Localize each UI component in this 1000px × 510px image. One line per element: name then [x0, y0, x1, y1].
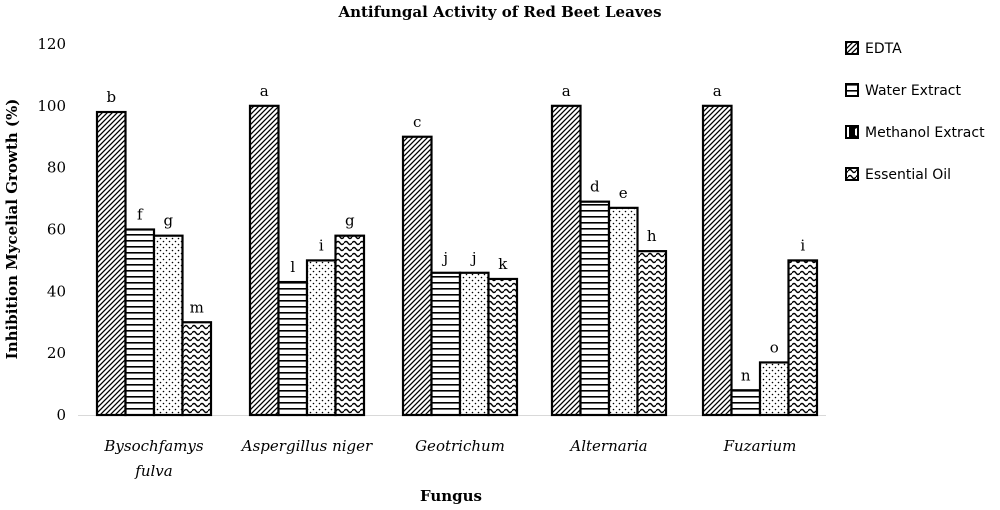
y-axis-title: Inhibition Mycelial Growth (%)	[3, 99, 21, 360]
bar-essential-oil	[487, 277, 519, 417]
category-label: Bysochfamys	[103, 437, 203, 455]
category-label: Fuzarium	[723, 437, 797, 455]
bar-letter: j	[441, 249, 448, 267]
bar-essential-oil	[334, 234, 366, 417]
x-axis-title: Fungus	[420, 487, 482, 505]
legend-label-methanol-extract: Methanol Extract	[865, 125, 985, 141]
bar-edta	[701, 104, 733, 417]
bar-letter: g	[163, 212, 173, 230]
bar-letter: a	[713, 82, 722, 100]
category-label: Alternaria	[568, 437, 647, 455]
bar-letter: g	[345, 212, 355, 230]
bar-water-extract	[430, 271, 462, 417]
bar-letter: a	[562, 82, 571, 100]
bar-letter: j	[470, 249, 477, 267]
bar-edta	[550, 104, 582, 417]
bar-letter: o	[770, 338, 779, 356]
bar-water-extract	[730, 389, 762, 417]
bar-letter: h	[647, 227, 657, 245]
bar-letter: i	[800, 236, 805, 254]
chart-title: Antifungal Activity of Red Beet Leaves	[337, 3, 661, 21]
bar-letter: k	[498, 255, 508, 273]
legend-swatch-methanol-extract	[845, 125, 859, 139]
bar-water-extract	[579, 200, 611, 417]
y-axis-ticks: 0 20 40 60 80 100 120	[37, 35, 66, 424]
bar-water-extract	[277, 280, 309, 417]
bar-methanol-extract	[458, 271, 490, 417]
bar-edta	[401, 135, 433, 417]
x-axis-categories: Bysochfamys fulva Aspergillus niger Geotric…	[103, 437, 796, 480]
significance-letters: b a c a a f l j d n g i j e o m g k h i	[106, 82, 805, 384]
legend-label-edta: EDTA	[865, 41, 902, 57]
y-tick-label: 0	[56, 406, 66, 424]
bar-essential-oil	[636, 250, 668, 417]
bar-methanol-extract	[607, 206, 639, 417]
y-tick-label: 60	[47, 221, 66, 239]
bar-letter: f	[137, 206, 144, 224]
bar-water-extract	[124, 228, 156, 417]
bar-letter: e	[619, 184, 628, 202]
bar-letter: c	[413, 113, 421, 131]
y-tick-label: 120	[37, 35, 66, 53]
legend-label-essential-oil: Essential Oil	[865, 167, 951, 183]
bar-letter: i	[319, 236, 324, 254]
bar-essential-oil	[787, 259, 819, 417]
bar-letter: a	[260, 82, 269, 100]
category-label: Aspergillus niger	[240, 437, 373, 455]
category-label: fulva	[134, 462, 172, 480]
bars	[95, 104, 819, 417]
legend-swatch-water-extract	[845, 83, 859, 97]
legend-swatch-essential-oil	[845, 167, 859, 181]
bar-letter: n	[741, 366, 751, 384]
legend: EDTA Water Extract Methanol Extract Essenti…	[845, 41, 985, 183]
y-tick-label: 80	[47, 159, 66, 177]
bar-edta	[248, 104, 280, 417]
bar-essential-oil	[181, 321, 213, 417]
legend-label-water-extract: Water Extract	[865, 83, 961, 99]
bar-methanol-extract	[152, 234, 184, 417]
bar-methanol-extract	[758, 361, 790, 417]
y-tick-label: 100	[37, 97, 66, 115]
bar-letter: b	[106, 88, 116, 106]
category-label: Geotrichum	[415, 437, 505, 455]
bar-letter: m	[190, 298, 204, 316]
y-tick-label: 20	[47, 344, 66, 362]
legend-swatch-edta	[845, 41, 859, 55]
bar-letter: l	[290, 258, 295, 276]
bar-letter: d	[590, 178, 600, 196]
bar-edta	[95, 110, 127, 417]
bar-methanol-extract	[305, 259, 337, 417]
y-tick-label: 40	[47, 282, 66, 300]
